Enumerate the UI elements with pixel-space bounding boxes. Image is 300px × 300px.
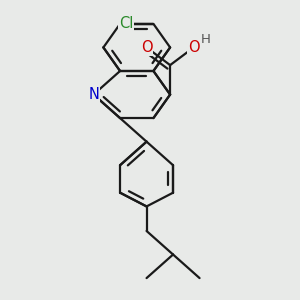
Text: Cl: Cl [119,16,133,32]
Text: N: N [88,87,99,102]
Text: H: H [200,33,210,46]
Text: O: O [188,40,200,55]
Text: O: O [141,40,152,55]
